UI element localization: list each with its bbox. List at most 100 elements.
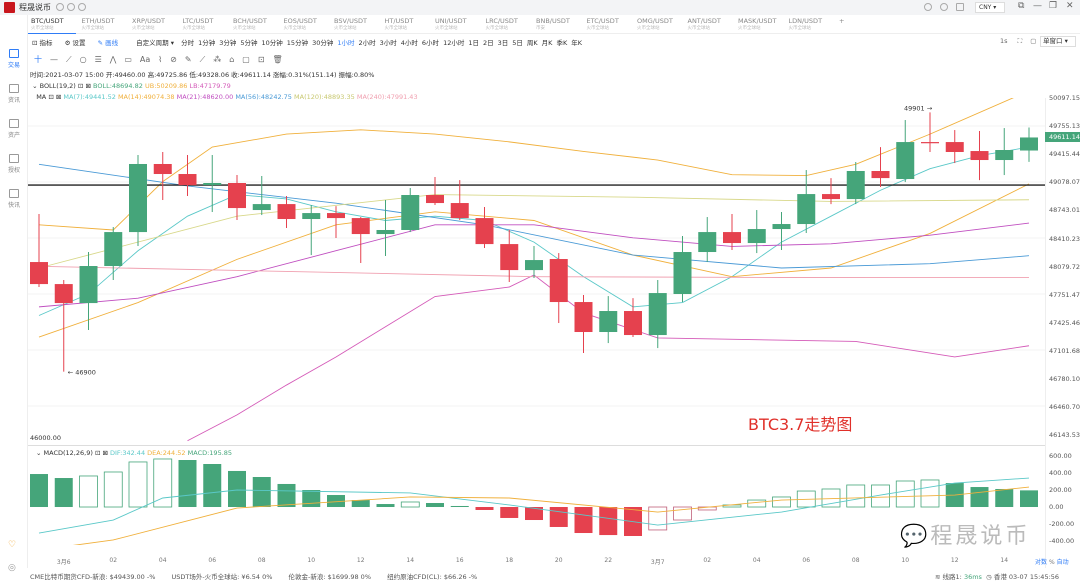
percent-scale-button[interactable]: %	[1048, 559, 1055, 566]
currency-select[interactable]: CNY ▾	[975, 2, 1005, 13]
tab-bsv-usdt[interactable]: BSV/USDT 火币全球站	[334, 17, 367, 31]
ma-settings-icon[interactable]: ⊡	[48, 93, 54, 101]
period-5[interactable]: 15分钟	[286, 39, 309, 47]
period-8[interactable]: 2小时	[358, 39, 376, 47]
sidebar-item-4[interactable]: 快讯	[0, 189, 28, 209]
add-icon[interactable]	[56, 3, 64, 11]
refresh-rate[interactable]: 1s	[1000, 37, 1008, 45]
tab-etc-usdt[interactable]: ETC/USDT 火币全球站	[587, 17, 619, 31]
period-6[interactable]: 30分钟	[312, 39, 334, 47]
tab-eos-usdt[interactable]: EOS/USDT 火币全球站	[284, 17, 317, 31]
draw-tool-icon[interactable]: ⋀	[109, 55, 117, 64]
status-item[interactable]: USDT场外-火币全球站: ¥6.54 0%	[171, 573, 273, 581]
sidebar-item-0[interactable]: 交易	[0, 49, 28, 69]
draw-tool-icon[interactable]: ⊘	[170, 55, 177, 64]
period-0[interactable]: 分时	[181, 39, 195, 47]
macd-bar	[54, 478, 73, 508]
draw-tool-icon[interactable]: Aa	[139, 55, 151, 64]
period-17[interactable]: 周K	[526, 39, 538, 47]
screenshot-icon[interactable]: ▢	[1030, 37, 1037, 45]
period-20[interactable]: 年K	[571, 39, 582, 47]
period-15[interactable]: 3日	[497, 39, 509, 47]
period-7[interactable]: 1小时	[337, 39, 355, 47]
draw-tool-icon[interactable]: ⁂	[213, 55, 222, 64]
period-10[interactable]: 4小时	[400, 39, 418, 47]
period-9[interactable]: 3小时	[379, 39, 397, 47]
price-tick: 48743.01	[1049, 206, 1080, 215]
tab-ht-usdt[interactable]: HT/USDT 火币全球站	[385, 17, 414, 31]
period-14[interactable]: 2日	[482, 39, 494, 47]
period-toolbar: ⊡ 指标 ⚙ 设置 ✎ 画线 自定义周期 ▾ 分时 1分钟 3分钟 5分钟 10分钟 15…	[32, 37, 591, 47]
tab-mask-usdt[interactable]: MASK/USDT 火币全球站	[738, 17, 777, 31]
draw-tool-icon[interactable]: ⊡	[257, 55, 265, 64]
minimize-icon[interactable]: —	[1033, 1, 1042, 11]
period-13[interactable]: 1日	[468, 39, 479, 47]
draw-tool-icon[interactable]: ▢	[242, 55, 250, 64]
price-axis[interactable]	[1045, 98, 1080, 568]
window-mode-select[interactable]: 单窗口 ▾	[1040, 36, 1076, 47]
tab-+[interactable]: +	[839, 17, 844, 25]
tab-omg-usdt[interactable]: OMG/USDT 火币全球站	[637, 17, 673, 31]
ma-close-icon[interactable]: ⊠	[55, 93, 62, 101]
period-11[interactable]: 6小时	[421, 39, 440, 47]
tab-eth-usdt[interactable]: ETH/USDT 火币全球站	[82, 17, 115, 31]
tab-ant-usdt[interactable]: ANT/USDT 火币全球站	[688, 17, 721, 31]
tab-xrp-usdt[interactable]: XRP/USDT 火币全球站	[132, 17, 165, 31]
log-scale-button[interactable]: 对数	[1035, 559, 1048, 566]
history-icon[interactable]	[78, 3, 86, 11]
period-4[interactable]: 10分钟	[261, 39, 283, 47]
draw-tool-icon[interactable]: ○	[79, 55, 87, 64]
alert-icon[interactable]: ♡	[8, 540, 17, 550]
candlestick-chart[interactable]: ← 46900 49901 →	[28, 98, 1045, 445]
period-16[interactable]: 5日	[512, 39, 523, 47]
draw-tool-icon[interactable]: ▭	[124, 55, 132, 64]
period-2[interactable]: 3分钟	[219, 39, 237, 47]
period-12[interactable]: 12小时	[443, 39, 465, 47]
draw-tool-icon[interactable]: ✎	[184, 55, 192, 64]
draw-tool-icon[interactable]: ⟋	[66, 55, 72, 64]
tab-bch-usdt[interactable]: BCH/USDT 火币全球站	[233, 17, 267, 31]
draw-tool-icon[interactable]: 十	[34, 55, 42, 64]
draw-tool-icon[interactable]: 🗑	[272, 55, 283, 64]
sidebar-item-2[interactable]: 资产	[0, 119, 28, 139]
boll-settings-icon[interactable]: ⊡	[77, 82, 84, 90]
tab-bnb-usdt[interactable]: BNB/USDT 币安	[536, 17, 570, 31]
settings-icon[interactable]: ◎	[8, 563, 16, 573]
sidebar-item-1[interactable]: 资讯	[0, 84, 28, 104]
maximize-icon[interactable]: ❐	[1049, 1, 1058, 11]
candle	[871, 170, 890, 179]
indicators-label: 指标	[39, 39, 53, 47]
draw-tool-icon[interactable]: ⟋	[199, 55, 206, 64]
shirt-icon[interactable]	[956, 3, 964, 11]
user-icon[interactable]	[940, 3, 948, 11]
status-item[interactable]: CME比特币期货CFD-新浪: $49439.00 -%	[30, 573, 156, 581]
notification-icon[interactable]	[924, 3, 932, 11]
macd-chart[interactable]	[28, 447, 1045, 545]
boll-close-icon[interactable]: ⊠	[85, 82, 91, 90]
restore-icon[interactable]: ⧉	[1018, 1, 1025, 11]
tab-btc-usdt[interactable]: BTC/USDT 火币全球站	[31, 17, 64, 31]
period-19[interactable]: 季K	[556, 39, 568, 47]
tab-ltc-usdt[interactable]: LTC/USDT 火币全球站	[183, 17, 214, 31]
indicators-button[interactable]: ⊡ 指标	[32, 39, 53, 47]
sidebar-item-3[interactable]: 授权	[0, 154, 28, 174]
close-icon[interactable]: ✕	[1066, 1, 1074, 11]
draw-tool-icon[interactable]: —	[50, 55, 58, 64]
draw-tool-icon[interactable]: ☰	[94, 55, 102, 64]
fullscreen-icon[interactable]: ⛶	[1017, 37, 1023, 45]
tab-lrc-usdt[interactable]: LRC/USDT 火币全球站	[486, 17, 518, 31]
custom-period-dropdown[interactable]: 自定义周期 ▾	[136, 39, 175, 47]
settings-button[interactable]: ⚙ 设置	[64, 39, 86, 47]
status-item[interactable]: 伦敦金-新浪: $1699.98 0%	[288, 573, 372, 581]
tab-ldn-usdt[interactable]: LDN/USDT 火币全球站	[789, 17, 823, 31]
draw-tool-icon[interactable]: ⌇	[158, 55, 163, 64]
refresh-icon[interactable]	[67, 3, 75, 11]
auto-scale-button[interactable]: 自动	[1056, 559, 1069, 566]
draw-button[interactable]: ✎ 画线	[97, 39, 119, 47]
period-3[interactable]: 5分钟	[240, 39, 258, 47]
tab-uni-usdt[interactable]: UNI/USDT 火币全球站	[435, 17, 467, 31]
period-1[interactable]: 1分钟	[198, 39, 216, 47]
period-18[interactable]: 月K	[541, 39, 553, 47]
draw-tool-icon[interactable]: ⌂	[229, 55, 235, 64]
status-item[interactable]: 纽约原油CFD(CL): $66.26 -%	[387, 573, 478, 581]
